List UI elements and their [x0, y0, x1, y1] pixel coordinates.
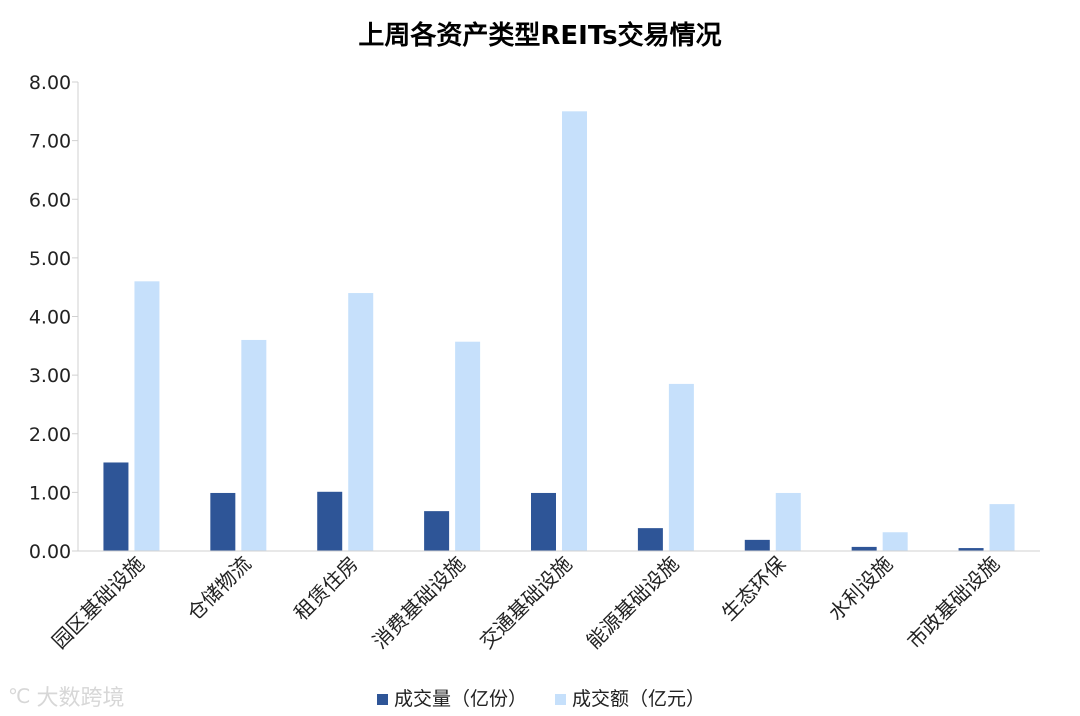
- x-tick-label: 水利设施: [824, 552, 898, 626]
- bar-series-0: [317, 491, 343, 551]
- legend-label: 成交量（亿份）: [394, 688, 527, 710]
- bar-series-1: [348, 293, 374, 551]
- x-tick-label: 租赁住房: [289, 552, 363, 626]
- y-tick-label: 6.00: [29, 189, 71, 211]
- bar-series-1: [562, 111, 587, 551]
- y-tick-label: 1.00: [29, 482, 71, 504]
- bar-series-1: [668, 383, 694, 551]
- legend: 成交量（亿份） 成交额（亿元）: [377, 688, 705, 710]
- legend-swatch-1: [555, 694, 566, 705]
- y-axis: 0.00 1.00 2.00 3.00 4.00 5.00 6.00 7.00 8.00: [29, 72, 79, 563]
- bar-series-0: [424, 511, 450, 551]
- bar-series-1: [241, 339, 267, 551]
- bar-series-1: [134, 281, 160, 551]
- y-tick-label: 5.00: [29, 248, 71, 270]
- bar-series-1: [775, 492, 801, 551]
- bar-series-0: [103, 462, 129, 551]
- y-tick-label: 8.00: [29, 72, 71, 94]
- bar-series-0: [637, 528, 663, 551]
- x-axis: 园区基础设施 仓储物流 租赁住房 消费基础设施 交通基础设施 能源基础设施 生态环保 水利设施…: [47, 550, 1040, 654]
- bar-series-0: [851, 546, 877, 551]
- x-tick-label: 消费基础设施: [368, 552, 470, 654]
- y-tick-label: 3.00: [29, 365, 71, 387]
- bar-series-1: [882, 532, 908, 551]
- watermark: ℃ 大数跨境: [8, 680, 124, 712]
- bar-series-0: [531, 492, 556, 551]
- bar-series-1: [455, 341, 481, 551]
- legend-swatch-0: [377, 694, 388, 705]
- bar-series-1: [989, 504, 1015, 551]
- watermark-text: 大数跨境: [36, 686, 125, 711]
- y-tick-label: 0.00: [29, 541, 71, 563]
- x-tick-label: 仓储物流: [182, 552, 256, 626]
- y-tick-label: 7.00: [29, 131, 71, 153]
- x-tick-label: 市政基础设施: [902, 552, 1004, 654]
- legend-label: 成交额（亿元）: [572, 688, 705, 710]
- bars: [103, 111, 1015, 551]
- x-tick-label: 能源基础设施: [582, 552, 684, 654]
- watermark-logo-icon: ℃: [8, 684, 31, 708]
- chart-title: 上周各资产类型REITs交易情况: [358, 20, 721, 51]
- x-tick-label: 园区基础设施: [47, 552, 149, 654]
- bar-series-0: [210, 492, 236, 551]
- bar-series-0: [958, 548, 984, 551]
- y-tick-label: 4.00: [29, 307, 71, 329]
- y-tick-label: 2.00: [29, 424, 71, 446]
- x-tick-label: 交通基础设施: [475, 552, 577, 654]
- bar-series-0: [744, 539, 770, 551]
- x-tick-label: 生态环保: [717, 552, 791, 626]
